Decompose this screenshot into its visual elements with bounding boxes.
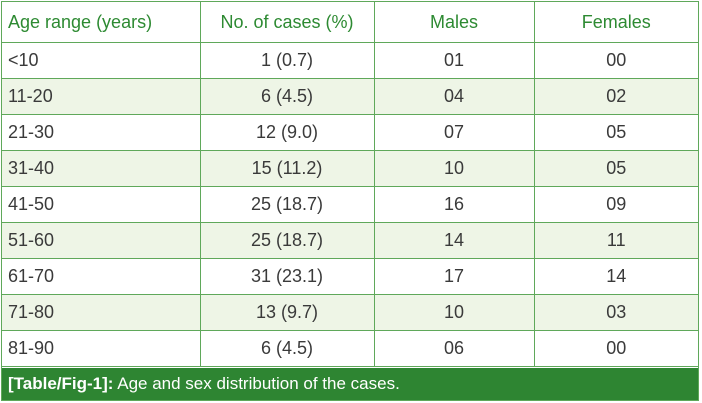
table-row: 51-60 25 (18.7) 14 11 — [2, 222, 698, 259]
header-age-range: Age range (years) — [2, 2, 201, 43]
cell-age-range: 11-20 — [2, 78, 201, 115]
cell-age-range: 21-30 — [2, 114, 201, 151]
cell-age-range: 51-60 — [2, 222, 201, 259]
table-row: 21-30 12 (9.0) 07 05 — [2, 114, 698, 151]
cell-males: 10 — [373, 294, 535, 331]
cell-no-of-cases: 12 (9.0) — [199, 114, 375, 151]
cell-age-range: <10 — [2, 42, 201, 79]
cell-females: 00 — [533, 330, 698, 367]
cell-females: 00 — [533, 42, 698, 79]
cell-no-of-cases: 1 (0.7) — [199, 42, 375, 79]
table-row: <10 1 (0.7) 01 00 — [2, 42, 698, 79]
cell-males: 10 — [373, 150, 535, 187]
cell-females: 05 — [533, 150, 698, 187]
cell-males: 04 — [373, 78, 535, 115]
cell-age-range: 71-80 — [2, 294, 201, 331]
table-row: 11-20 6 (4.5) 04 02 — [2, 78, 698, 115]
cell-males: 16 — [373, 186, 535, 223]
table-row: 81-90 6 (4.5) 06 00 — [2, 330, 698, 367]
table-header-row: Age range (years) No. of cases (%) Males… — [2, 2, 698, 43]
cell-males: 17 — [373, 258, 535, 295]
cell-males: 01 — [373, 42, 535, 79]
cell-no-of-cases: 15 (11.2) — [199, 150, 375, 187]
cell-no-of-cases: 25 (18.7) — [199, 186, 375, 223]
cell-no-of-cases: 25 (18.7) — [199, 222, 375, 259]
cell-no-of-cases: 31 (23.1) — [199, 258, 375, 295]
cell-no-of-cases: 6 (4.5) — [199, 330, 375, 367]
cell-males: 06 — [373, 330, 535, 367]
caption-label: [Table/Fig-1]: — [8, 374, 114, 393]
cell-females: 03 — [533, 294, 698, 331]
cell-no-of-cases: 13 (9.7) — [199, 294, 375, 331]
table-row: 31-40 15 (11.2) 10 05 — [2, 150, 698, 187]
table-row: 71-80 13 (9.7) 10 03 — [2, 294, 698, 331]
table-row: 61-70 31 (23.1) 17 14 — [2, 258, 698, 295]
cell-males: 07 — [373, 114, 535, 151]
cell-females: 14 — [533, 258, 698, 295]
cell-age-range: 81-90 — [2, 330, 201, 367]
cell-females: 09 — [533, 186, 698, 223]
table-row: 41-50 25 (18.7) 16 09 — [2, 186, 698, 223]
cell-males: 14 — [373, 222, 535, 259]
caption-text: Age and sex distribution of the cases. — [113, 374, 400, 393]
header-females: Females — [533, 2, 698, 43]
cell-age-range: 61-70 — [2, 258, 201, 295]
cell-age-range: 41-50 — [2, 186, 201, 223]
cell-no-of-cases: 6 (4.5) — [199, 78, 375, 115]
age-sex-table: Age range (years) No. of cases (%) Males… — [2, 2, 698, 367]
header-no-of-cases: No. of cases (%) — [199, 2, 375, 43]
table-caption: [Table/Fig-1]: Age and sex distribution … — [2, 368, 698, 400]
cell-females: 05 — [533, 114, 698, 151]
cell-females: 11 — [533, 222, 698, 259]
header-males: Males — [373, 2, 535, 43]
cell-females: 02 — [533, 78, 698, 115]
cell-age-range: 31-40 — [2, 150, 201, 187]
